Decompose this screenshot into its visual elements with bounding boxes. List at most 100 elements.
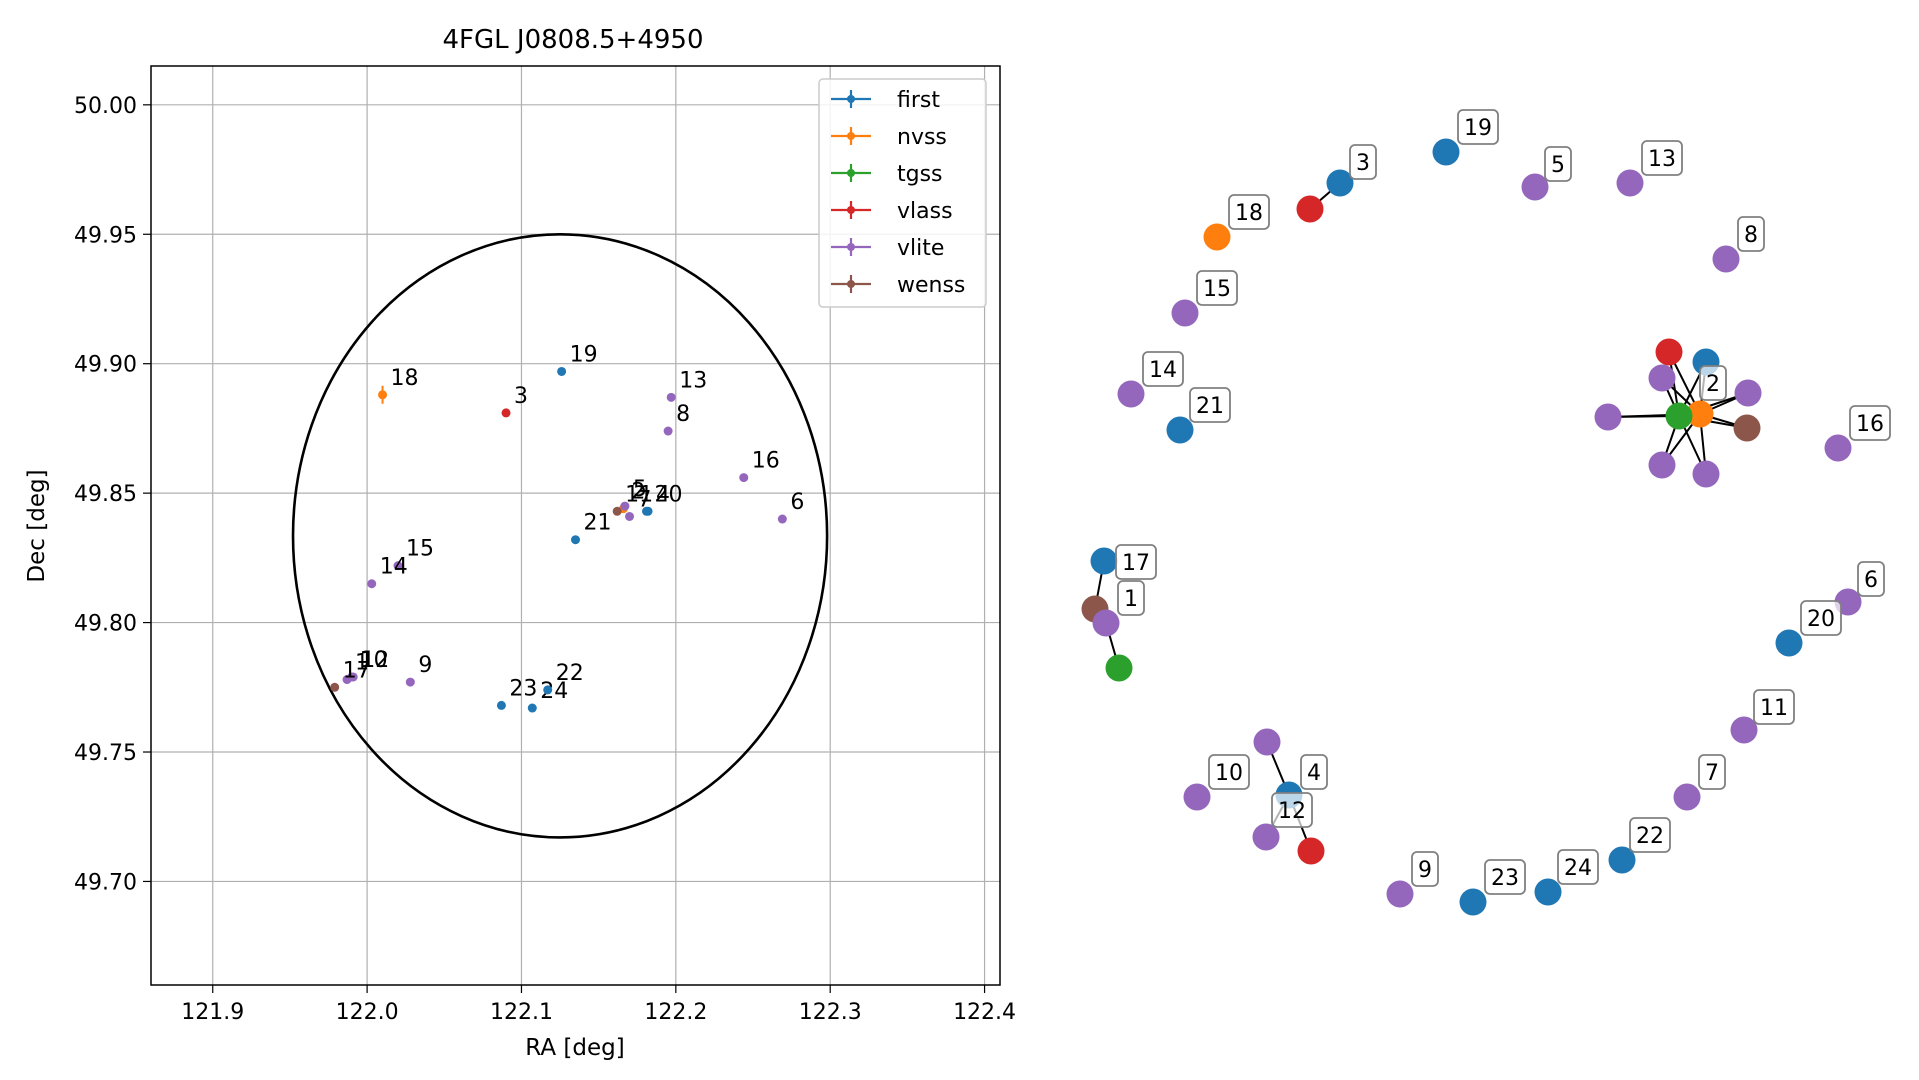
- y-axis-ticks: 49.70 49.75 49.80 49.85 49.90 49.95 50.00: [74, 94, 151, 895]
- legend-marker-nvss: [847, 132, 855, 140]
- x-tick-label: 122.3: [799, 1000, 862, 1025]
- network-node: [1712, 245, 1740, 273]
- label-text: 7: [1705, 761, 1719, 786]
- source-label-4: 4: [656, 482, 670, 507]
- label-box: [1800, 600, 1842, 636]
- label-box: [1196, 270, 1238, 306]
- source-label-6: 6: [790, 490, 804, 515]
- source-label-13: 13: [679, 368, 707, 393]
- legend-label-vlass: vlass: [897, 199, 953, 224]
- x-tick-label: 122.4: [953, 1000, 1016, 1025]
- network-node: [1608, 846, 1636, 874]
- legend-marker-vlite: [847, 243, 855, 251]
- network-node-label-19: 19: [1457, 109, 1499, 145]
- network-node: [1252, 823, 1280, 851]
- source-point-14: [367, 579, 377, 589]
- source-point-9: [405, 677, 415, 687]
- label-text: 14: [1149, 358, 1177, 383]
- y-tick-label: 49.70: [74, 870, 137, 895]
- x-axis-ticks: 121.9 122.0 122.1 122.2 122.3 122.4: [181, 985, 1016, 1025]
- label-box: [1189, 387, 1231, 423]
- source-label-10: 10: [360, 648, 388, 673]
- network-node: [1824, 434, 1852, 462]
- source-label-17: 17: [343, 658, 371, 683]
- network-node: [1253, 728, 1281, 756]
- source-point-3: [501, 408, 511, 418]
- label-box: [1411, 851, 1439, 887]
- y-tick-label: 49.95: [74, 223, 137, 248]
- network-node: [1105, 654, 1133, 682]
- network-edges: [1094, 182, 1749, 852]
- source-label-15: 15: [406, 537, 434, 562]
- label-box: [1115, 544, 1157, 580]
- network-node: [1459, 888, 1487, 916]
- network-node: [1117, 380, 1145, 408]
- x-tick-label: 122.2: [644, 1000, 707, 1025]
- source-label-11: 11: [625, 482, 653, 507]
- label-box: [1629, 817, 1671, 853]
- label-text: 15: [1203, 277, 1231, 302]
- network-node-label-14: 14: [1142, 351, 1184, 387]
- network-node: [1730, 716, 1758, 744]
- source-point-16: [739, 473, 749, 483]
- legend-marker-tgss: [847, 169, 855, 177]
- network-node-label-20: 20: [1800, 600, 1842, 636]
- network-node-label-3: 3: [1349, 144, 1377, 180]
- source-point-15: [393, 561, 403, 571]
- source-label-21: 21: [584, 511, 612, 536]
- scatter-panel: 4FGL J0808.5+4950 1101217318191381662115…: [24, 25, 1016, 1061]
- source-label-7: 7: [638, 487, 652, 512]
- network-node-label-2: 2: [1699, 365, 1727, 401]
- network-node: [1171, 299, 1199, 327]
- network-node: [1092, 609, 1120, 637]
- label-box: [1753, 689, 1795, 725]
- network-node: [1183, 783, 1211, 811]
- y-tick-label: 50.00: [74, 94, 137, 119]
- network-node: [1655, 338, 1683, 366]
- network-node: [1594, 403, 1622, 431]
- label-box: [1544, 146, 1572, 182]
- x-tick-label: 122.0: [336, 1000, 399, 1025]
- source-label-1: 1: [355, 651, 369, 676]
- network-node: [1686, 400, 1714, 428]
- label-text: 12: [1278, 799, 1306, 824]
- network-node: [1692, 460, 1720, 488]
- label-box: [1737, 216, 1765, 252]
- network-node-label-15: 15: [1196, 270, 1238, 306]
- label-text: 21: [1196, 394, 1224, 419]
- network-node-label-1: 1: [1117, 580, 1145, 616]
- network-node: [1616, 169, 1644, 197]
- network-node-label-5: 5: [1544, 146, 1572, 182]
- source-label-12: 12: [361, 648, 389, 673]
- network-node-label-23: 23: [1484, 859, 1526, 895]
- label-box: [1641, 140, 1683, 176]
- network-node: [1326, 169, 1354, 197]
- network-node-label-18: 18: [1228, 194, 1270, 230]
- source-label-8: 8: [676, 402, 690, 427]
- network-node-label-22: 22: [1629, 817, 1671, 853]
- source-point-23: [496, 700, 506, 710]
- network-node: [1775, 629, 1803, 657]
- network-node-label-8: 8: [1737, 216, 1765, 252]
- y-tick-label: 49.75: [74, 741, 137, 766]
- label-text: 18: [1235, 201, 1263, 226]
- label-box: [1857, 561, 1885, 597]
- label-box: [1300, 754, 1328, 790]
- chart-title: 4FGL J0808.5+4950: [443, 25, 704, 55]
- network-node: [1166, 416, 1194, 444]
- network-node-label-24: 24: [1557, 849, 1599, 885]
- network-node: [1665, 402, 1693, 430]
- label-text: 11: [1760, 696, 1788, 721]
- network-node: [1090, 547, 1118, 575]
- network-node-label-7: 7: [1698, 754, 1726, 790]
- label-text: 8: [1744, 223, 1758, 248]
- label-box: [1849, 405, 1891, 441]
- network-node-label-12: 12: [1271, 792, 1313, 828]
- label-text: 10: [1215, 761, 1243, 786]
- y-axis-label: Dec [deg]: [24, 469, 50, 582]
- label-text: 19: [1464, 116, 1492, 141]
- y-tick-label: 49.90: [74, 353, 137, 378]
